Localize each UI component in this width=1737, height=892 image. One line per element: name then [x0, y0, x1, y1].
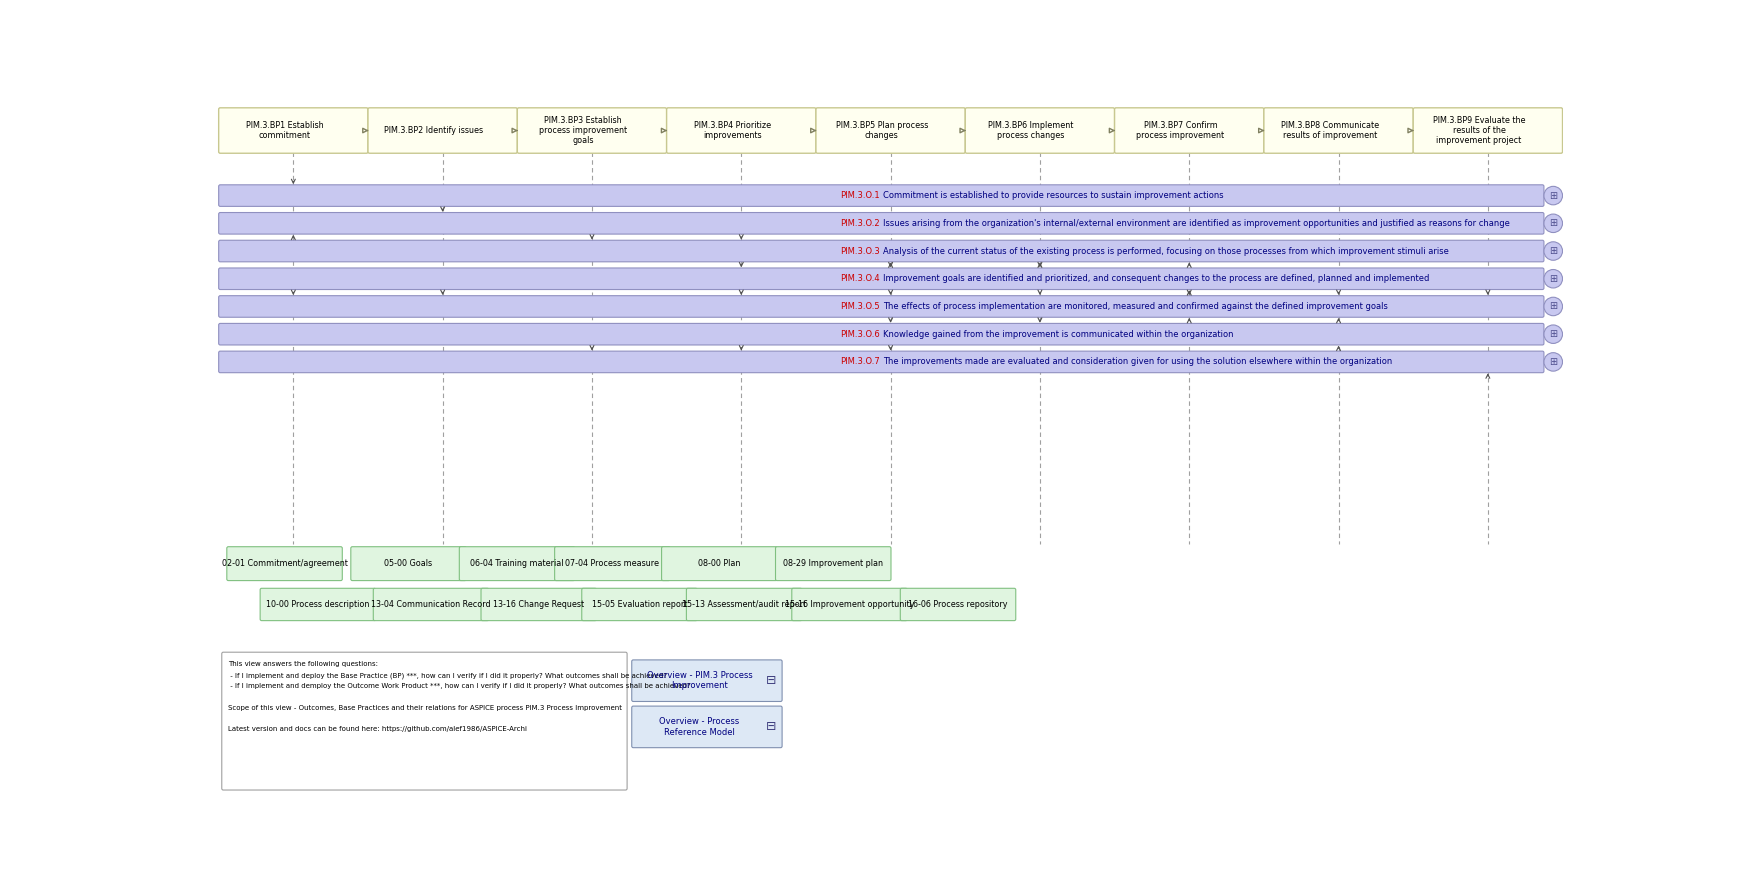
Text: 07-04 Process measure: 07-04 Process measure: [565, 559, 660, 568]
Text: Improvement goals are identified and prioritized, and consequent changes to the : Improvement goals are identified and pri…: [882, 274, 1430, 284]
Text: - If I implement and deploy the Base Practice (BP) ***, how can I verify if I di: - If I implement and deploy the Base Pra…: [228, 673, 667, 679]
Text: PIM.3.BP7 Confirm
process improvement: PIM.3.BP7 Confirm process improvement: [1136, 120, 1225, 140]
Text: The improvements made are evaluated and consideration given for using the soluti: The improvements made are evaluated and …: [882, 358, 1391, 367]
Text: ⊞: ⊞: [1549, 274, 1558, 284]
FancyBboxPatch shape: [219, 351, 1544, 373]
Circle shape: [1544, 325, 1563, 343]
Text: PIM.3.O.6: PIM.3.O.6: [841, 330, 879, 339]
FancyBboxPatch shape: [219, 268, 1544, 290]
Text: 15-13 Assessment/audit report: 15-13 Assessment/audit report: [683, 600, 806, 609]
FancyBboxPatch shape: [373, 589, 488, 621]
Text: Knowledge gained from the improvement is communicated within the organization: Knowledge gained from the improvement is…: [882, 330, 1233, 339]
Text: PIM.3.O.2: PIM.3.O.2: [841, 219, 879, 227]
FancyBboxPatch shape: [219, 212, 1544, 234]
FancyBboxPatch shape: [219, 240, 1544, 262]
Text: This view answers the following questions:: This view answers the following question…: [228, 662, 379, 667]
FancyBboxPatch shape: [792, 589, 907, 621]
FancyBboxPatch shape: [219, 108, 368, 153]
FancyBboxPatch shape: [900, 589, 1016, 621]
Circle shape: [1544, 269, 1563, 288]
Text: Overview - PIM.3 Process
Improvement: Overview - PIM.3 Process Improvement: [646, 671, 752, 690]
Text: PIM.3.BP9 Evaluate the
results of the
improvement project: PIM.3.BP9 Evaluate the results of the im…: [1433, 116, 1525, 145]
Text: PIM.3.O.1: PIM.3.O.1: [841, 191, 879, 200]
Text: ⊞: ⊞: [1549, 329, 1558, 339]
Text: 15-05 Evaluation report: 15-05 Evaluation report: [592, 600, 688, 609]
Text: PIM.3.BP2 Identify issues: PIM.3.BP2 Identify issues: [384, 126, 483, 135]
Text: ⊟: ⊟: [766, 721, 776, 733]
FancyBboxPatch shape: [219, 295, 1544, 318]
FancyBboxPatch shape: [966, 108, 1115, 153]
Text: PIM.3.O.5: PIM.3.O.5: [841, 302, 879, 311]
FancyBboxPatch shape: [662, 547, 776, 581]
Text: - If I implement and demploy the Outcome Work Product ***, how can I verify if I: - If I implement and demploy the Outcome…: [228, 683, 691, 689]
Text: 05-00 Goals: 05-00 Goals: [384, 559, 433, 568]
FancyBboxPatch shape: [816, 108, 966, 153]
Text: 06-04 Training material: 06-04 Training material: [471, 559, 565, 568]
Text: PIM.3.BP3 Establish
process improvement
goals: PIM.3.BP3 Establish process improvement …: [538, 116, 627, 145]
Text: PIM.3.O.4: PIM.3.O.4: [841, 274, 879, 284]
Text: 15-16 Improvement opportunity: 15-16 Improvement opportunity: [785, 600, 914, 609]
Text: PIM.3.BP1 Establish
commitment: PIM.3.BP1 Establish commitment: [245, 120, 323, 140]
Text: 08-29 Improvement plan: 08-29 Improvement plan: [783, 559, 882, 568]
Text: Issues arising from the organization's internal/external environment are identif: Issues arising from the organization's i…: [882, 219, 1509, 227]
Text: ⊞: ⊞: [1549, 357, 1558, 367]
FancyBboxPatch shape: [219, 185, 1544, 206]
Circle shape: [1544, 214, 1563, 233]
Text: ⊞: ⊞: [1549, 246, 1558, 256]
Text: ⊟: ⊟: [766, 674, 776, 687]
Circle shape: [1544, 242, 1563, 260]
FancyBboxPatch shape: [1115, 108, 1265, 153]
Text: PIM.3.BP4 Prioritize
improvements: PIM.3.BP4 Prioritize improvements: [695, 120, 771, 140]
Text: ⊞: ⊞: [1549, 219, 1558, 228]
Text: 02-01 Commitment/agreement: 02-01 Commitment/agreement: [222, 559, 347, 568]
FancyBboxPatch shape: [368, 108, 518, 153]
Text: Commitment is established to provide resources to sustain improvement actions: Commitment is established to provide res…: [882, 191, 1223, 200]
Text: PIM.3.BP6 Implement
process changes: PIM.3.BP6 Implement process changes: [988, 120, 1073, 140]
FancyBboxPatch shape: [228, 547, 342, 581]
FancyBboxPatch shape: [582, 589, 697, 621]
Circle shape: [1544, 297, 1563, 316]
Text: ⊞: ⊞: [1549, 301, 1558, 311]
FancyBboxPatch shape: [219, 324, 1544, 345]
FancyBboxPatch shape: [1414, 108, 1563, 153]
Text: PIM.3.BP5 Plan process
changes: PIM.3.BP5 Plan process changes: [835, 120, 928, 140]
Text: 13-04 Communication Record: 13-04 Communication Record: [372, 600, 492, 609]
FancyBboxPatch shape: [518, 108, 667, 153]
FancyBboxPatch shape: [686, 589, 802, 621]
FancyBboxPatch shape: [554, 547, 670, 581]
FancyBboxPatch shape: [632, 706, 782, 747]
Text: Scope of this view - Outcomes, Base Practices and their relations for ASPICE pro: Scope of this view - Outcomes, Base Prac…: [228, 705, 622, 711]
FancyBboxPatch shape: [459, 547, 575, 581]
Text: 08-00 Plan: 08-00 Plan: [698, 559, 740, 568]
Text: 10-00 Process description: 10-00 Process description: [266, 600, 370, 609]
Text: Overview - Process
Reference Model: Overview - Process Reference Model: [660, 717, 740, 737]
Text: The effects of process implementation are monitored, measured and confirmed agai: The effects of process implementation ar…: [882, 302, 1388, 311]
Text: ⊞: ⊞: [1549, 191, 1558, 201]
Text: 13-16 Change Request: 13-16 Change Request: [493, 600, 584, 609]
Circle shape: [1544, 186, 1563, 205]
Text: Analysis of the current status of the existing process is performed, focusing on: Analysis of the current status of the ex…: [882, 246, 1449, 255]
Text: PIM.3.BP8 Communicate
results of improvement: PIM.3.BP8 Communicate results of improve…: [1280, 120, 1379, 140]
FancyBboxPatch shape: [1265, 108, 1414, 153]
Text: PIM.3.O.7: PIM.3.O.7: [841, 358, 879, 367]
FancyBboxPatch shape: [351, 547, 466, 581]
FancyBboxPatch shape: [632, 660, 782, 701]
FancyBboxPatch shape: [261, 589, 375, 621]
FancyBboxPatch shape: [222, 652, 627, 790]
Text: 16-06 Process repository: 16-06 Process repository: [908, 600, 1007, 609]
FancyBboxPatch shape: [481, 589, 596, 621]
Circle shape: [1544, 352, 1563, 371]
FancyBboxPatch shape: [667, 108, 816, 153]
FancyBboxPatch shape: [775, 547, 891, 581]
Text: Latest version and docs can be found here: https://github.com/alef1986/ASPICE-Ar: Latest version and docs can be found her…: [228, 726, 526, 732]
Text: PIM.3.O.3: PIM.3.O.3: [841, 246, 879, 255]
